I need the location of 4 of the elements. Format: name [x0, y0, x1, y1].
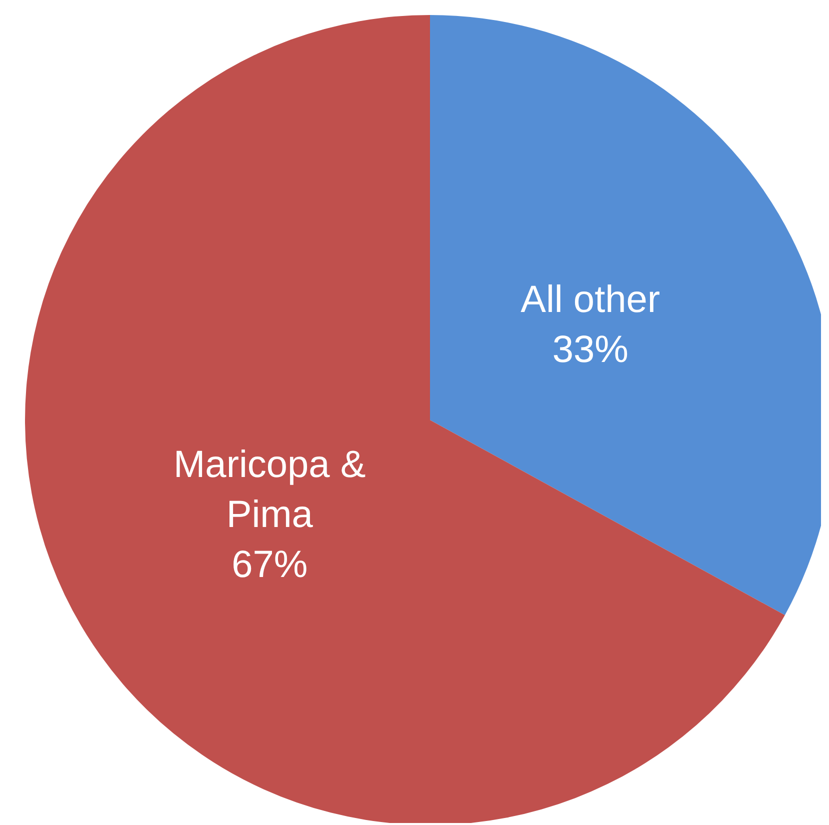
data-label: 67% [232, 544, 308, 586]
slice-label: All other [520, 279, 660, 322]
slice-label: Maricopa & Pima [174, 444, 366, 536]
data-label: 33% [552, 329, 628, 372]
